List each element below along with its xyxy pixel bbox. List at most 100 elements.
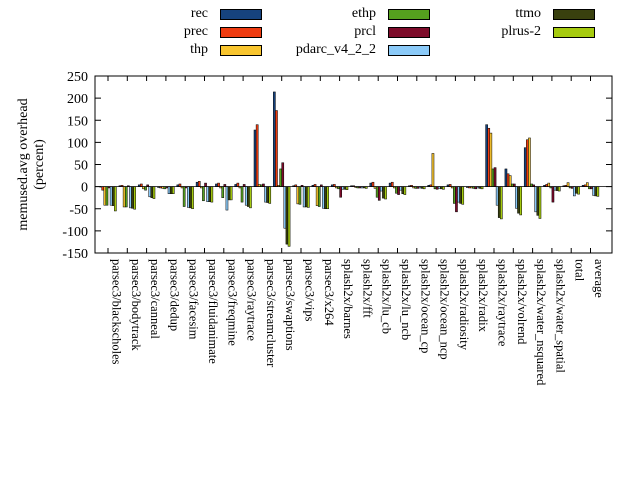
bar bbox=[307, 186, 310, 208]
bar bbox=[171, 186, 175, 194]
bar bbox=[547, 182, 551, 187]
bar bbox=[596, 186, 600, 197]
y-tick-label: -50 bbox=[69, 203, 88, 218]
y-axis-label: (percent) bbox=[32, 139, 47, 190]
bar bbox=[459, 186, 462, 204]
bar bbox=[553, 186, 557, 191]
bar bbox=[586, 182, 589, 187]
bar bbox=[227, 186, 231, 201]
bar bbox=[249, 186, 252, 209]
y-tick-label: 250 bbox=[67, 70, 88, 85]
bar bbox=[315, 186, 319, 206]
legend-label: prec bbox=[183, 24, 208, 39]
y-tick-label: 100 bbox=[67, 136, 88, 151]
legend-label: thp bbox=[190, 42, 208, 57]
bar bbox=[339, 186, 342, 198]
bar bbox=[555, 186, 559, 191]
bar bbox=[519, 186, 522, 216]
bar bbox=[495, 186, 499, 206]
bar bbox=[487, 127, 491, 187]
bar bbox=[341, 186, 345, 190]
bar bbox=[345, 186, 349, 190]
bar bbox=[191, 186, 194, 210]
bar bbox=[390, 181, 394, 187]
x-category-label: total bbox=[573, 259, 587, 282]
legend-label: plrus-2 bbox=[501, 24, 541, 39]
bar bbox=[369, 182, 373, 187]
bar bbox=[281, 162, 285, 187]
x-category-label: parsec3/freqmine bbox=[225, 259, 239, 346]
bar bbox=[382, 186, 385, 199]
bar bbox=[403, 186, 407, 195]
bar bbox=[279, 168, 282, 187]
x-category-label: parsec3/canneal bbox=[148, 259, 162, 339]
x-category-label: parsec3/vips bbox=[303, 259, 317, 322]
x-category-label: parsec3/streamcluster bbox=[264, 259, 278, 368]
bar bbox=[206, 186, 209, 202]
x-category-label: parsec3/raytrace bbox=[245, 259, 259, 341]
bar bbox=[266, 186, 269, 203]
y-tick-label: -100 bbox=[62, 225, 88, 240]
bar bbox=[304, 186, 308, 208]
bar bbox=[103, 186, 107, 206]
bar bbox=[129, 186, 132, 209]
bar bbox=[575, 186, 578, 194]
bar bbox=[221, 186, 225, 198]
x-category-label: parsec3/facesim bbox=[187, 259, 201, 340]
x-category-label: parsec3/bodytrack bbox=[129, 259, 143, 351]
bar bbox=[187, 186, 190, 208]
legend-swatch-prec bbox=[220, 26, 262, 38]
bar bbox=[517, 186, 520, 214]
legend-swatch-pdarc_v4_2_2 bbox=[388, 44, 430, 56]
bar bbox=[229, 186, 233, 201]
bar bbox=[253, 129, 257, 187]
bar bbox=[204, 182, 207, 187]
legend-item-prec: prec bbox=[92, 23, 262, 41]
bar bbox=[401, 186, 405, 194]
legend-label: pdarc_v4_2_2 bbox=[295, 42, 376, 57]
bar bbox=[275, 110, 278, 187]
bar bbox=[273, 91, 276, 187]
legend-swatch-ttmo bbox=[553, 8, 595, 20]
legend-label: ttmo bbox=[515, 6, 541, 21]
bar bbox=[395, 186, 398, 194]
bar bbox=[485, 124, 488, 187]
bar bbox=[573, 186, 576, 197]
bar bbox=[101, 186, 105, 191]
bar bbox=[202, 186, 205, 202]
bar bbox=[504, 168, 508, 187]
bar bbox=[225, 186, 229, 211]
bar bbox=[133, 186, 136, 210]
bar bbox=[377, 186, 381, 201]
legend-item-pdarc_v4_2_2: pdarc_v4_2_2 bbox=[262, 41, 430, 59]
bar bbox=[435, 186, 439, 190]
y-tick-label: -150 bbox=[62, 247, 88, 262]
x-category-label: parsec3/blackscholes bbox=[110, 259, 124, 365]
bar bbox=[122, 186, 126, 208]
y-tick-label: 200 bbox=[67, 92, 88, 107]
bar bbox=[189, 186, 192, 209]
x-category-label: splash2x/raytrace bbox=[496, 259, 510, 347]
x-category-label: splash2x/water_nsquared bbox=[534, 259, 548, 386]
bar bbox=[144, 186, 147, 191]
y-tick-label: 50 bbox=[74, 159, 88, 174]
legend-swatch-thp bbox=[220, 44, 262, 56]
bar bbox=[380, 186, 383, 192]
legend-item-ttmo: ttmo bbox=[430, 5, 595, 23]
bar bbox=[497, 186, 501, 218]
bar bbox=[264, 186, 267, 203]
bar bbox=[457, 186, 460, 203]
legend-label: rec bbox=[190, 6, 208, 21]
bar bbox=[538, 186, 542, 219]
y-tick-label: 150 bbox=[67, 114, 88, 129]
bar bbox=[182, 186, 186, 207]
bar bbox=[324, 186, 327, 210]
bar bbox=[317, 186, 321, 207]
bar bbox=[109, 186, 113, 206]
x-category-label: splash2x/lu_cb bbox=[380, 259, 394, 334]
bar bbox=[240, 186, 244, 203]
bar bbox=[442, 186, 445, 190]
x-category-label: splash2x/volrend bbox=[515, 259, 529, 345]
